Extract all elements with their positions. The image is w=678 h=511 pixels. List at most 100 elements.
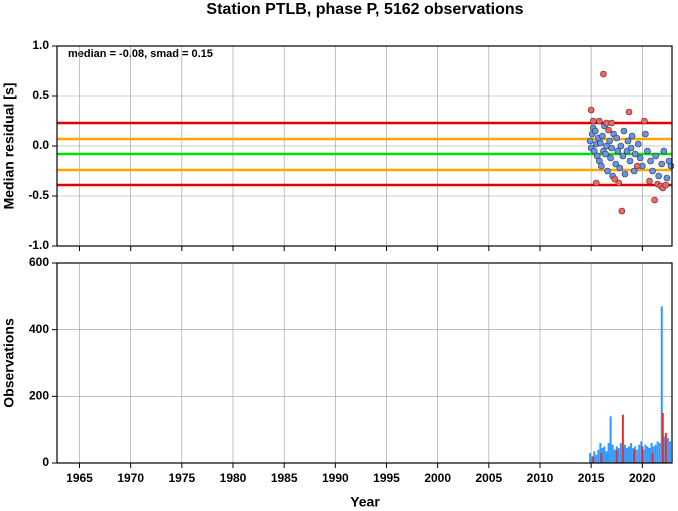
point <box>625 108 633 116</box>
x-tick-label: 1985 <box>271 471 298 485</box>
bar <box>654 444 657 463</box>
bar <box>625 448 628 463</box>
point <box>667 162 675 170</box>
x-tick-label: 1990 <box>322 471 349 485</box>
point <box>615 179 623 187</box>
bar <box>666 438 669 463</box>
point <box>663 174 671 182</box>
point <box>587 106 595 114</box>
bar <box>634 446 637 463</box>
bar <box>652 446 655 463</box>
point <box>641 117 648 125</box>
point <box>642 130 649 138</box>
bar <box>644 444 647 463</box>
x-tick-label: 2005 <box>475 471 502 485</box>
point <box>655 172 662 180</box>
bar <box>593 451 596 463</box>
x-tick-label: 2010 <box>527 471 554 485</box>
bar <box>591 456 594 463</box>
bar <box>605 451 608 463</box>
point <box>605 126 612 134</box>
bar <box>668 441 671 463</box>
point <box>596 117 603 125</box>
bar <box>630 443 633 463</box>
point <box>646 177 653 185</box>
bar <box>613 449 616 463</box>
bar <box>633 449 636 463</box>
point <box>651 196 658 204</box>
point <box>652 152 659 160</box>
y-tick-label: 0.0 <box>32 138 49 152</box>
bar <box>662 436 665 463</box>
annotation: median = -0.08, smad = 0.15 <box>68 48 213 60</box>
point <box>589 117 597 125</box>
chart-title: Station PTLB, phase P, 5162 observations <box>206 1 523 18</box>
point <box>597 139 604 147</box>
y-tick-label: 0.5 <box>32 88 49 102</box>
y-tick-label: -0.5 <box>28 188 49 202</box>
bar <box>599 443 602 463</box>
point <box>611 175 618 183</box>
point <box>660 147 668 155</box>
point <box>600 70 607 78</box>
point <box>626 157 634 165</box>
bar <box>632 448 635 463</box>
point <box>621 170 629 178</box>
bar <box>656 441 659 463</box>
bar <box>617 448 620 463</box>
bar <box>597 449 600 463</box>
bar <box>651 453 654 463</box>
point <box>649 167 656 175</box>
point <box>598 162 605 170</box>
bar <box>589 453 592 463</box>
x-tick-label: 1995 <box>373 471 400 485</box>
x-tick-label: 2000 <box>424 471 451 485</box>
point <box>618 207 626 215</box>
bar <box>623 444 626 463</box>
point <box>604 167 611 175</box>
bar <box>660 306 663 463</box>
point <box>658 160 666 168</box>
bar <box>636 449 639 463</box>
bar <box>628 446 631 463</box>
bar <box>601 448 604 463</box>
plot-frame <box>56 262 673 464</box>
point <box>608 119 615 127</box>
point <box>628 132 636 140</box>
bar <box>658 443 661 463</box>
bar <box>595 454 598 463</box>
bar <box>603 446 606 463</box>
point <box>620 127 628 135</box>
x-tick-label: 1970 <box>117 471 144 485</box>
bar <box>600 453 603 463</box>
point <box>624 137 632 145</box>
bar <box>607 443 610 463</box>
point <box>608 144 615 152</box>
bar <box>638 444 641 463</box>
bar <box>664 433 667 463</box>
x-tick-label: 2020 <box>629 471 656 485</box>
point <box>599 132 606 140</box>
bar <box>619 443 622 463</box>
x-tick-label: 1965 <box>66 471 93 485</box>
point <box>630 167 638 175</box>
bar <box>615 449 618 463</box>
point <box>606 137 613 145</box>
y-axis-label: Observations <box>1 318 17 408</box>
point <box>607 154 614 162</box>
point <box>662 181 670 189</box>
point <box>631 150 639 158</box>
point <box>613 134 621 142</box>
y-tick-label: 400 <box>29 322 49 336</box>
bar <box>650 443 653 463</box>
y-tick-label: 1.0 <box>32 38 49 52</box>
x-axis-label: Year <box>350 494 380 510</box>
point <box>591 127 599 135</box>
point <box>602 150 609 158</box>
y-tick-label: 200 <box>29 389 49 403</box>
point <box>647 157 654 165</box>
point <box>612 160 620 168</box>
point <box>614 147 622 155</box>
point <box>627 144 635 152</box>
